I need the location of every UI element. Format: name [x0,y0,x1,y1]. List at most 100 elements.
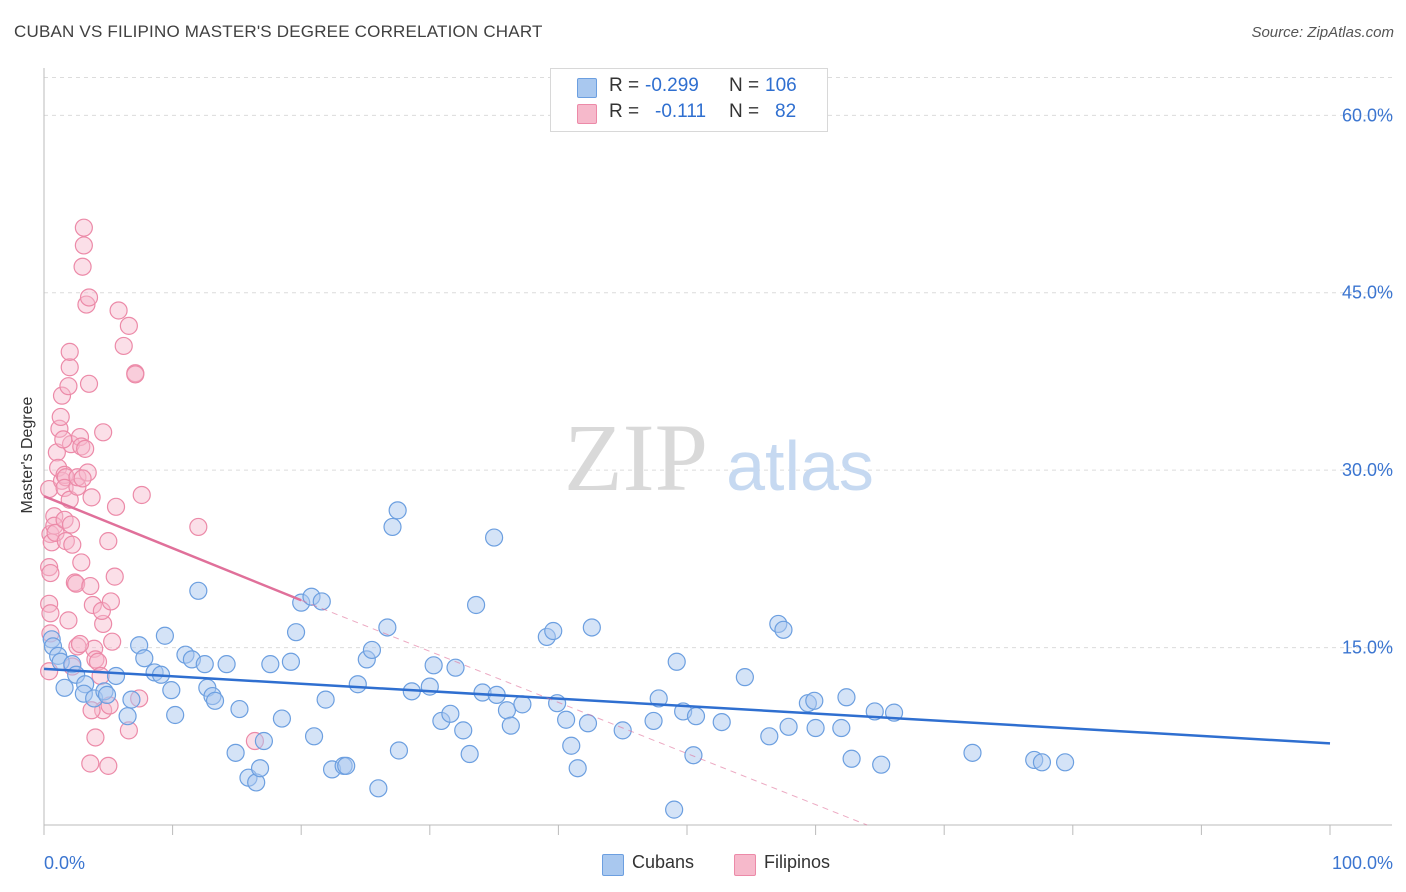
filipino-point [99,756,118,775]
filipino-point [86,728,105,747]
filipino-point [79,374,99,393]
legend-r-value: -0.111 [655,101,707,122]
cuban-point [250,759,270,778]
filipino-point [73,257,92,276]
filipino-point [119,316,138,335]
cuban-point [118,707,137,726]
filipino-point [109,301,128,320]
source-label: Source: ZipAtlas.com [1251,24,1394,41]
cuban-point [189,581,208,600]
cuban-point [226,743,245,762]
cuban-point [261,655,280,674]
cuban-point [644,711,663,731]
filipino-point [40,594,59,613]
filipino-point [73,469,92,488]
cuban-point [735,668,754,687]
legend-r-label: R = [609,101,640,122]
filipino-trend-line [43,495,302,602]
cuban-point [760,727,779,746]
filipino-point [99,532,118,551]
cuban-point [217,655,236,674]
filipino-point [81,576,100,596]
cuban-point [544,621,563,641]
filipino-point [60,358,79,377]
legend: R = -0.299 N = 106 R = -0.111 N = 82 [550,68,828,132]
bottom-legend-label: Filipinos [764,852,831,872]
cuban-point [55,678,74,697]
cuban-point [378,618,397,637]
filipino-point [74,218,93,237]
cuban-point [155,626,174,645]
x-tick-label: 100.0% [1332,853,1393,873]
filipino-point [189,517,208,537]
legend-n-value: 106 [765,75,797,96]
grid-lines [44,76,1392,649]
y-tick-label: 60.0% [1342,105,1393,125]
cuban-point [513,695,532,714]
filipino-point [74,236,93,255]
cuban-point [162,681,181,700]
cuban-points [42,501,1075,819]
cuban-point [460,744,479,764]
cuban-point [568,759,587,778]
filipino-point [94,423,113,442]
filipino-point [105,567,124,586]
cuban-point [684,746,703,765]
filipino-swatch [577,104,597,124]
cuban-trend-line [43,667,1331,745]
cuban-point [230,699,249,719]
filipino-point [72,553,91,572]
cuban-point [389,741,409,760]
filipino-point [41,604,60,623]
watermark-zip: ZIP [564,404,708,511]
cuban-point [497,701,517,720]
cuban-point [466,595,486,615]
cuban-point [686,707,706,726]
cuban-point [963,743,982,762]
cuban-point [135,649,154,668]
cuban-point [454,721,473,740]
legend-n-label: N = [729,101,760,122]
cuban-point [316,690,335,709]
filipino-point [70,634,90,654]
cuban-point [286,623,306,642]
cuban-point [667,652,686,671]
cuban-point [557,710,576,729]
cuban-point [578,714,598,733]
filipino-point [94,614,113,634]
watermark-atlas: atlas [726,427,874,505]
cuban-point [348,675,367,694]
cuban-point [106,666,126,686]
filipino-point [114,336,133,356]
filipino-point [82,488,101,507]
filipino-point [63,535,82,554]
cuban-point [281,652,301,671]
cuban-point [441,704,460,723]
cuban-point [369,779,388,798]
filipino-point [55,478,74,497]
filipino-trend-extension [301,599,868,826]
x-tick-label: 0.0% [44,853,85,873]
cuban-point [97,685,117,704]
filipino-point [76,439,95,458]
y-tick-label: 30.0% [1342,460,1393,480]
filipino-point [103,632,122,651]
cuban-point [582,618,601,637]
filipino-point [65,573,84,592]
filipino-point [52,386,72,405]
filipino-point [83,595,102,615]
filipino-point [77,295,96,314]
filipino-point [59,611,78,630]
filipino-point [126,365,145,384]
filipino-point [79,288,99,307]
cuban-point [665,800,684,819]
cuban-point [872,755,891,774]
filipino-point [51,407,70,427]
cuban-point [774,620,793,639]
tick-labels: 15.0% 30.0% 45.0% 60.0% 0.0% 100.0% [44,105,1393,873]
cuban-swatch [602,854,624,876]
cuban-point [832,718,851,738]
cuban-point [779,717,798,736]
cuban-point [712,712,731,732]
cuban-point [649,689,668,708]
